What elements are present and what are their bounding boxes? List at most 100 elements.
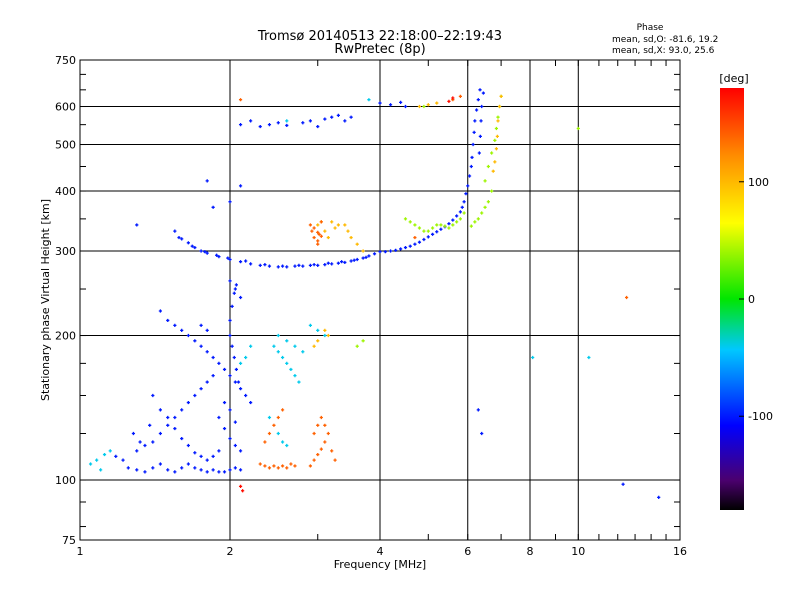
data-point	[494, 126, 499, 131]
data-point	[272, 464, 276, 468]
data-point	[238, 361, 243, 365]
colorbar-tick-label: 0	[748, 293, 755, 306]
data-point	[267, 123, 272, 127]
data-point	[399, 247, 403, 251]
data-point	[173, 470, 177, 474]
data-point	[280, 264, 285, 268]
data-point	[486, 200, 490, 204]
data-point	[403, 217, 408, 221]
data-point	[166, 318, 170, 323]
data-point	[399, 100, 403, 104]
y-tick-label: 200	[55, 330, 76, 343]
data-point	[319, 447, 323, 451]
data-point	[186, 400, 190, 405]
data-point	[439, 223, 443, 227]
data-point	[316, 423, 320, 427]
data-point	[364, 255, 368, 259]
data-point	[323, 423, 327, 427]
data-point	[469, 224, 473, 228]
data-point	[293, 344, 297, 348]
data-point	[491, 169, 495, 173]
y-axis-label: Stationary phase Virtual Height [km]	[39, 199, 52, 401]
data-point	[323, 328, 327, 332]
data-point	[114, 454, 118, 459]
data-point	[435, 230, 439, 234]
data-point	[217, 361, 221, 365]
data-point	[417, 226, 422, 230]
data-point	[285, 361, 289, 365]
data-point	[211, 454, 215, 459]
colorbar-ticks: 100 0 -100	[739, 176, 773, 423]
data-point	[297, 263, 301, 267]
data-point	[226, 256, 230, 260]
data-point	[336, 223, 340, 227]
phase-info-x: mean, sd,X: 93.0, 25.6	[612, 46, 715, 56]
data-point	[217, 255, 221, 259]
data-point	[316, 242, 320, 246]
data-point	[443, 224, 447, 228]
data-point	[426, 235, 430, 239]
data-point	[323, 229, 327, 233]
x-tick-label: 4	[377, 545, 384, 558]
data-point	[316, 452, 320, 457]
data-point	[474, 108, 479, 112]
data-point	[336, 261, 340, 265]
data-point	[319, 220, 323, 224]
data-point	[249, 119, 253, 123]
data-point	[355, 344, 359, 348]
data-point	[258, 124, 262, 129]
x-tick-label: 16	[673, 545, 687, 558]
data-point	[228, 374, 232, 378]
data-point	[222, 400, 227, 405]
data-point	[238, 387, 243, 391]
data-point	[199, 454, 203, 459]
data-point	[126, 466, 130, 470]
colorbar-unit: [deg]	[719, 72, 748, 85]
data-point	[330, 449, 334, 453]
data-point	[211, 355, 215, 360]
data-point	[289, 367, 293, 372]
data-point	[138, 440, 142, 444]
data-point	[312, 344, 316, 348]
data-point	[199, 249, 203, 253]
data-point	[285, 443, 289, 448]
data-point	[479, 119, 483, 123]
data-point	[330, 115, 334, 119]
data-point	[238, 295, 243, 300]
data-point	[228, 318, 232, 323]
data-point	[413, 235, 417, 240]
data-point	[186, 333, 190, 338]
data-point	[276, 265, 280, 269]
data-point	[173, 229, 177, 233]
data-point	[285, 339, 289, 343]
data-point	[228, 257, 232, 262]
data-point	[403, 245, 408, 250]
data-point	[238, 98, 243, 102]
data-point	[276, 121, 280, 125]
data-point	[430, 226, 435, 230]
data-point	[458, 210, 463, 214]
data-point	[587, 355, 591, 360]
data-point	[263, 464, 267, 468]
data-point	[233, 380, 237, 384]
data-point	[135, 468, 139, 472]
data-point	[267, 466, 272, 470]
data-point	[193, 393, 197, 398]
data-point	[408, 220, 412, 224]
data-point	[378, 101, 382, 105]
x-axis-label: Frequency [MHz]	[334, 558, 426, 571]
data-point	[249, 344, 253, 348]
data-point	[308, 263, 313, 267]
data-point	[367, 254, 371, 258]
data-point	[308, 119, 313, 123]
data-point	[276, 431, 280, 436]
data-point	[343, 223, 347, 227]
data-point	[230, 304, 234, 308]
data-point	[228, 408, 232, 412]
data-point	[394, 248, 398, 252]
data-point	[455, 220, 459, 224]
data-point	[293, 464, 297, 468]
data-point	[249, 400, 253, 405]
data-point	[447, 226, 451, 230]
data-point	[143, 470, 147, 474]
